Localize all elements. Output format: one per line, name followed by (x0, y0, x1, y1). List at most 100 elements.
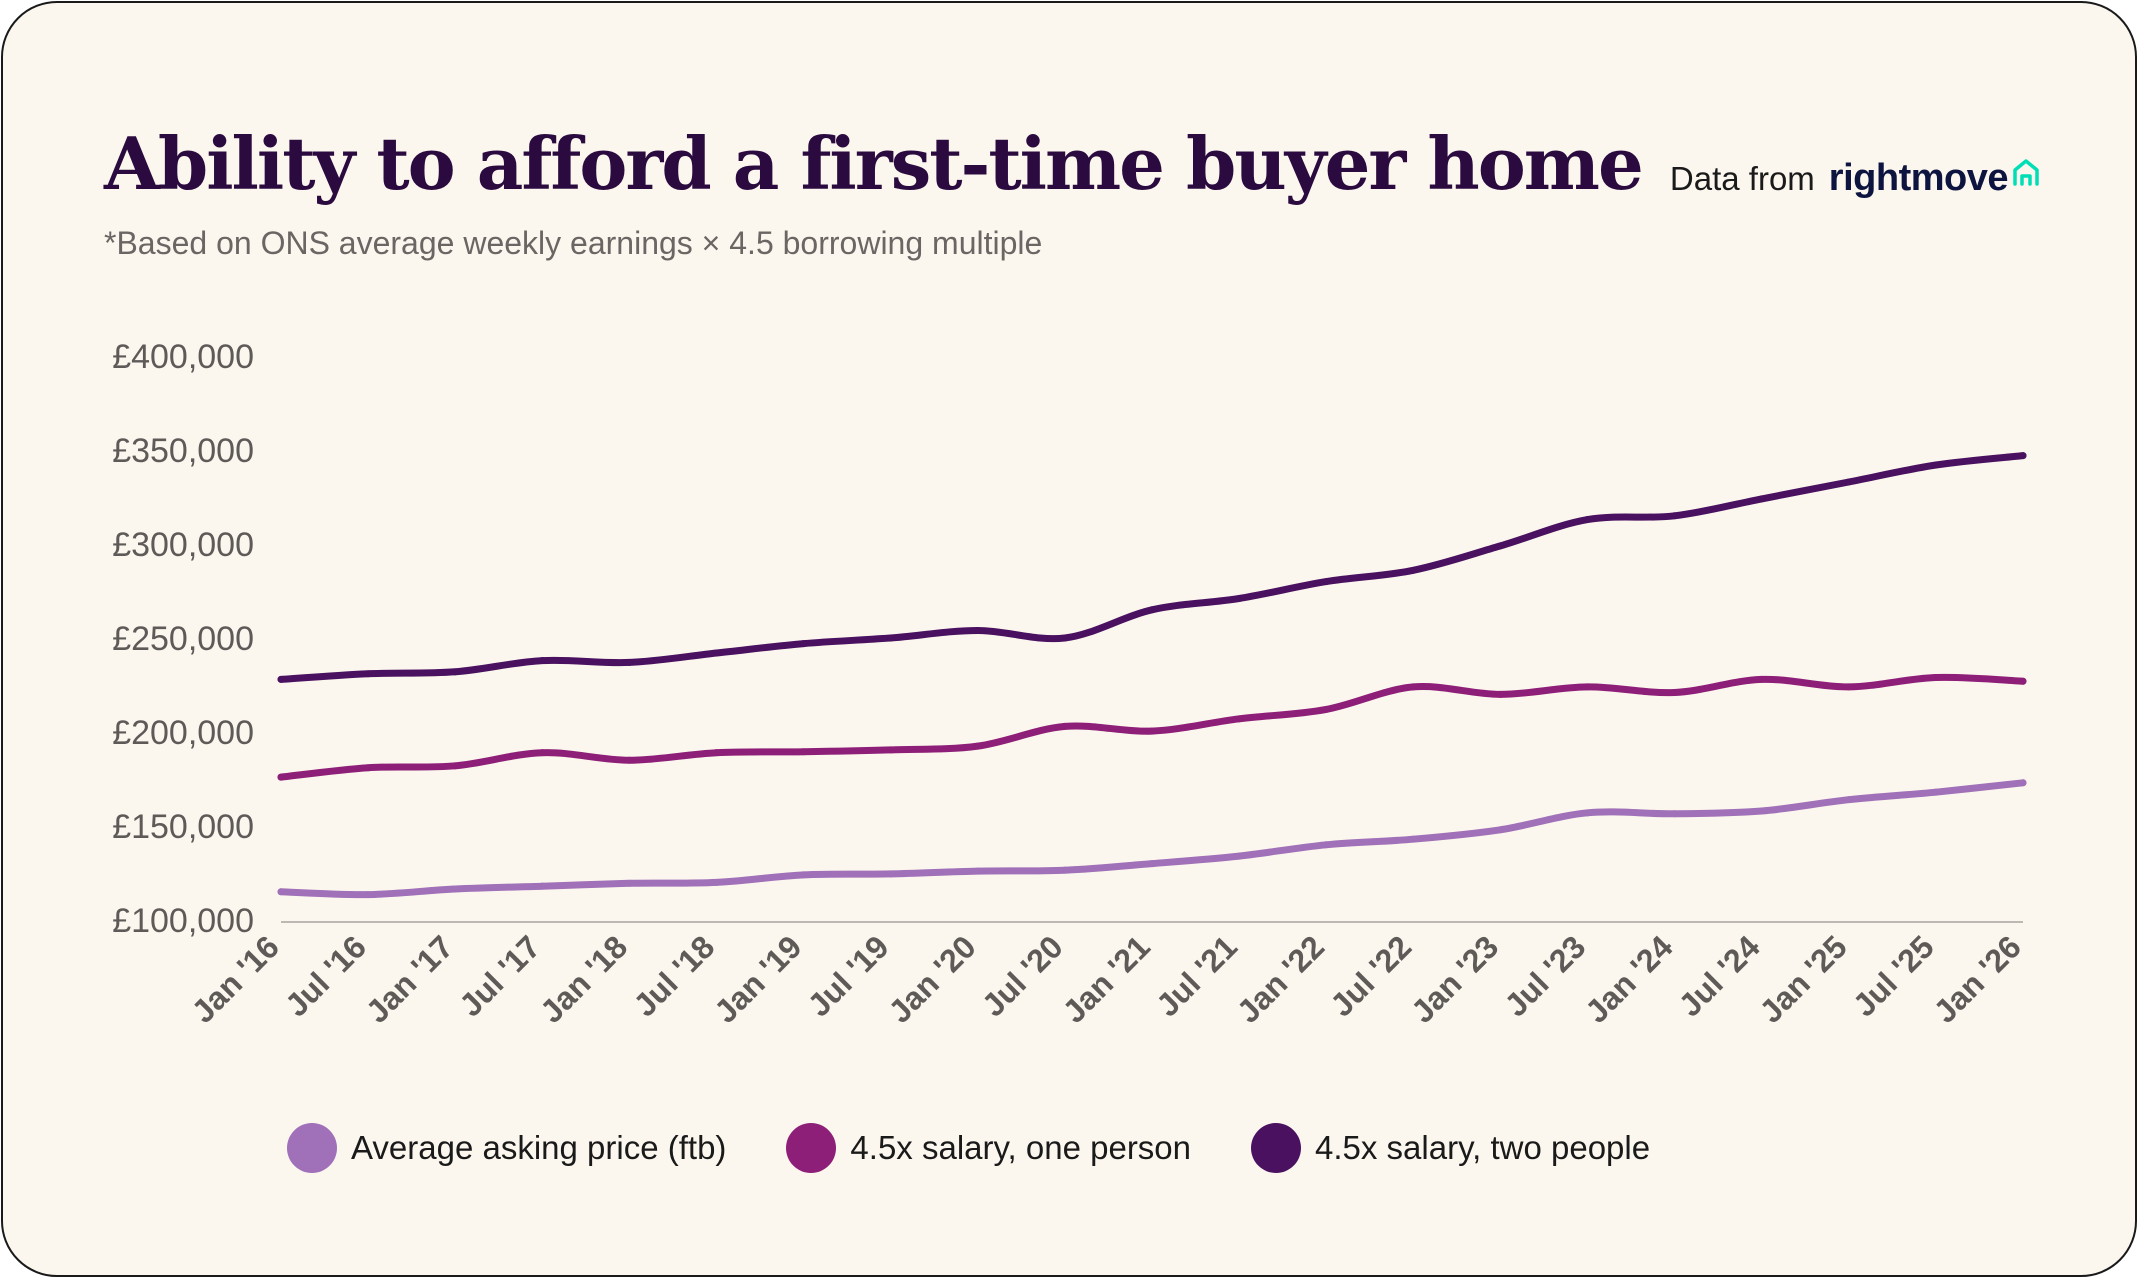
data-point (713, 878, 720, 886)
data-point (1671, 810, 1679, 818)
x-tick-label: Jan '20 (881, 928, 982, 1029)
x-tick-label: Jan '16 (185, 928, 286, 1029)
data-point (1845, 683, 1853, 691)
x-tick-label: Jan '23 (1404, 928, 1505, 1029)
x-tick-label: Jul '20 (975, 928, 1070, 1023)
data-point (2019, 677, 2027, 685)
data-point (974, 626, 982, 634)
x-tick-label: Jul '16 (278, 928, 373, 1023)
data-point (1671, 689, 1679, 697)
x-tick-label: Jul '24 (1672, 928, 1767, 1023)
data-point (713, 649, 720, 657)
legend-item: 4.5x salary, one person (786, 1123, 1191, 1173)
data-point (1932, 788, 1940, 796)
data-point (625, 879, 633, 887)
x-tick-label: Jul '18 (626, 928, 721, 1023)
data-point (277, 888, 285, 896)
series-line-3 (277, 452, 2027, 683)
series-group (277, 452, 2027, 899)
data-point (1235, 852, 1243, 860)
house-icon (2013, 158, 2039, 186)
data-point (1932, 673, 1940, 681)
data-point (625, 658, 633, 666)
x-tick-label: Jan '19 (707, 928, 808, 1029)
data-point (887, 870, 895, 878)
legend-swatch (287, 1123, 337, 1173)
data-point (538, 749, 546, 757)
data-point (1148, 606, 1156, 614)
x-tick-label: Jul '25 (1846, 928, 1941, 1023)
x-tick-label: Jul '19 (801, 928, 896, 1023)
series-line-1 (277, 779, 2027, 899)
data-point (364, 764, 372, 772)
data-point (1409, 835, 1417, 843)
data-point (2019, 779, 2027, 787)
x-tick-label: Jul '22 (1323, 928, 1418, 1023)
chart-title: Ability to afford a first-time buyer hom… (104, 121, 1644, 206)
legend-label: 4.5x salary, one person (850, 1129, 1192, 1166)
data-point (800, 640, 808, 648)
data-point (2019, 452, 2027, 460)
data-point (1322, 841, 1330, 849)
data-point (1845, 478, 1853, 486)
data-point (1322, 705, 1330, 713)
data-point (1409, 566, 1417, 574)
data-point (800, 871, 808, 879)
data-point (451, 762, 459, 770)
data-point (1061, 722, 1069, 730)
x-tick-label: Jan '25 (1752, 928, 1853, 1029)
data-point (1584, 683, 1591, 691)
legend-swatch (786, 1123, 837, 1173)
legend-swatch (1251, 1123, 1302, 1173)
y-tick-label: £150,000 (112, 808, 254, 846)
data-point (1671, 512, 1679, 520)
data-point (1584, 809, 1591, 817)
data-point (1148, 860, 1156, 868)
y-tick-label: £100,000 (112, 902, 254, 940)
x-tick-label: Jul '23 (1497, 928, 1592, 1023)
data-point (1235, 715, 1243, 723)
data-point (277, 675, 285, 683)
data-point (451, 668, 459, 676)
data-point (1148, 727, 1156, 735)
data-point (538, 657, 546, 665)
x-tick-label: Jul '17 (452, 928, 547, 1023)
y-tick-label: £400,000 (112, 338, 254, 376)
x-tick-label: Jan '26 (1927, 928, 2028, 1029)
data-point (1496, 542, 1504, 550)
data-point (538, 882, 546, 890)
data-point (1932, 461, 1940, 469)
data-point (1845, 796, 1853, 804)
legend-label: 4.5x salary, two people (1315, 1129, 1651, 1166)
data-point (364, 670, 372, 678)
line-chart: £100,000 £150,000 £200,000 £250,000 £300,000… (112, 338, 2028, 1030)
data-point (1061, 866, 1069, 874)
y-tick-label: £300,000 (112, 526, 254, 564)
data-point (1496, 690, 1504, 698)
x-tick-label: Jan '21 (1056, 928, 1157, 1029)
data-point (974, 742, 982, 750)
y-tick-label: £250,000 (112, 620, 254, 658)
data-point (1584, 516, 1591, 524)
series-line-2 (277, 673, 2027, 781)
data-point (1496, 826, 1504, 834)
chart-subtitle: *Based on ONS average weekly earnings × … (104, 225, 1043, 261)
data-point (1061, 634, 1069, 642)
data-point (277, 773, 285, 781)
data-source: Data from rightmove (1670, 157, 2041, 200)
data-point (1758, 675, 1766, 683)
x-tick-label: Jan '24 (1578, 928, 1679, 1029)
data-point (625, 756, 633, 764)
source-prefix: Data from (1669, 159, 1815, 197)
data-point (1758, 807, 1766, 815)
x-tick-label: Jan '18 (533, 928, 634, 1029)
y-axis: £100,000 £150,000 £200,000 £250,000 £300,000… (112, 338, 254, 940)
legend-item: 4.5x salary, two people (1251, 1123, 1650, 1173)
data-point (974, 867, 982, 875)
data-point (800, 748, 808, 756)
data-point (364, 891, 372, 899)
data-point (1235, 595, 1243, 603)
legend: Average asking price (ftb) 4.5x salary, o… (287, 1123, 1710, 1173)
